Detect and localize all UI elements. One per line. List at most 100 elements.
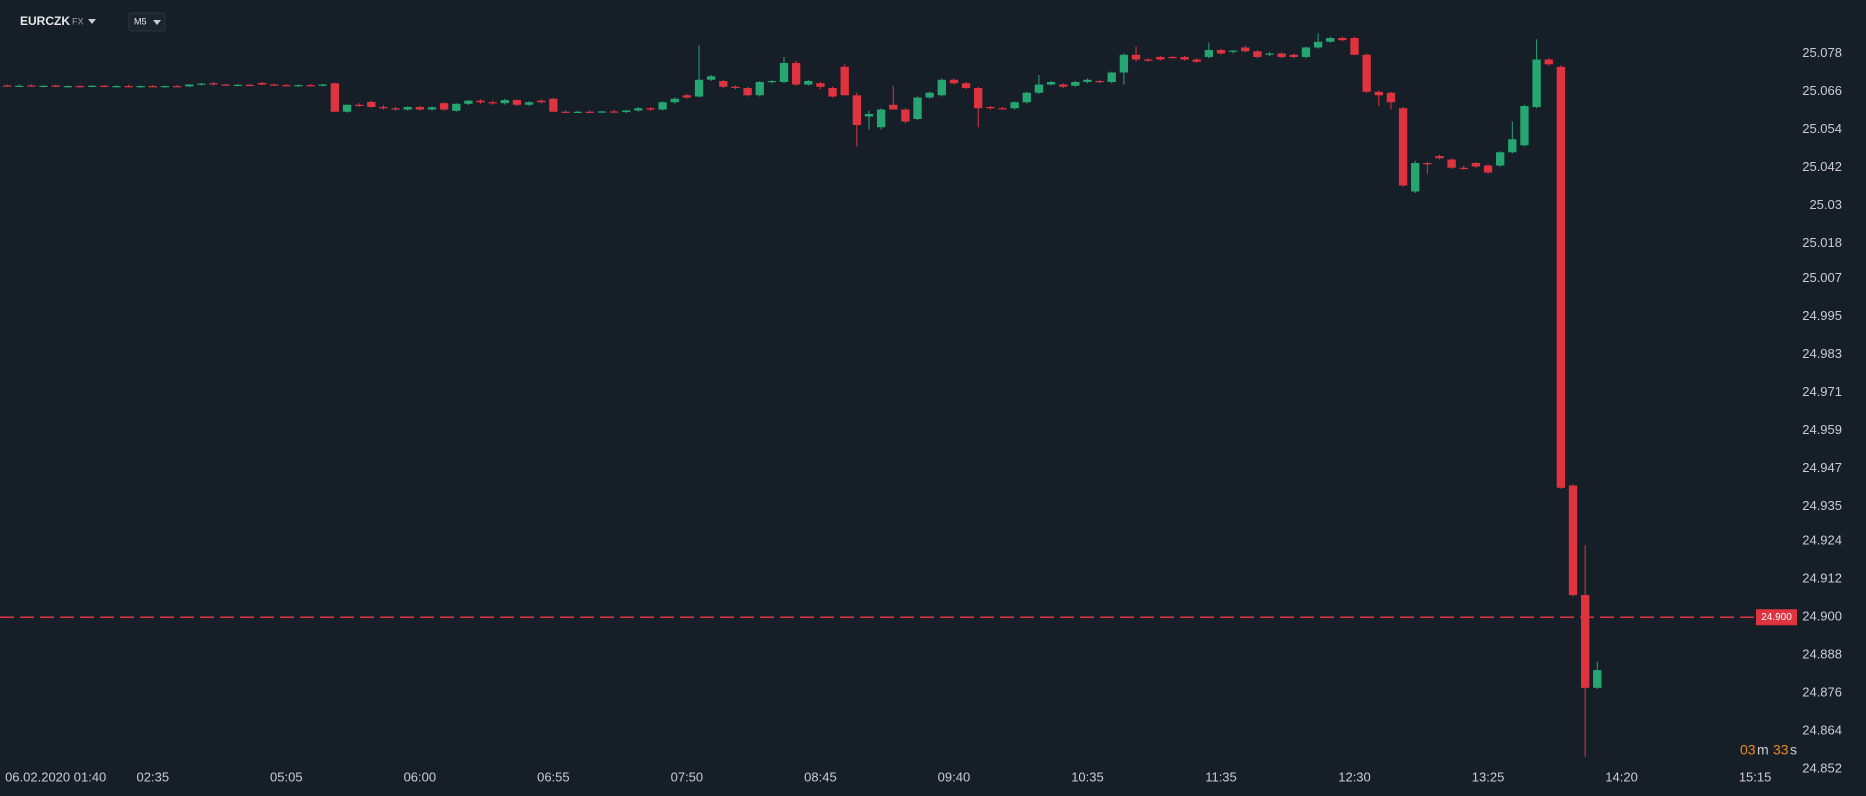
y-tick-label: 24.864 [1802,723,1842,738]
countdown-unit: m [1757,742,1769,758]
y-tick-label: 25.042 [1802,159,1842,174]
y-tick-label: 25.066 [1802,83,1842,98]
candle-body [1411,163,1420,192]
x-tick-label: 12:30 [1338,769,1371,784]
candle-body [1447,159,1456,168]
candle-body [1046,81,1056,85]
y-tick-label: 24.876 [1802,685,1842,700]
candle-body [1483,165,1493,173]
candle-body [682,95,692,98]
candle-body [1107,72,1116,82]
candle-body [864,113,874,117]
candle-body [1398,108,1408,186]
candle-body [949,79,959,84]
candle-body [488,102,497,104]
y-tick-label: 24.888 [1802,647,1842,662]
x-tick-label: 13:25 [1472,769,1505,784]
candle-body [1289,54,1298,57]
candle-body [1362,54,1371,92]
candle-body [172,86,182,88]
candle-body [816,83,825,87]
candle-body [476,100,485,103]
candle-body [561,111,570,113]
candle-body [75,86,85,88]
y-tick-label: 24.935 [1802,498,1842,513]
candle-body [306,85,315,87]
timeframe-button[interactable] [128,12,166,32]
candle-body [658,102,667,110]
candle-body [1034,84,1044,93]
candle-body [1277,53,1286,57]
candle-body [828,87,837,97]
candle-body [634,108,643,111]
y-tick-label: 24.947 [1802,460,1842,475]
candle-body [804,81,813,85]
candle-body [63,86,72,88]
candle-body [622,110,631,113]
candle-body [1520,106,1529,146]
candle-body [1496,152,1505,166]
candle-body [1022,92,1031,103]
candle-body [876,109,886,128]
y-tick-label: 24.971 [1802,384,1842,399]
candle-body [1192,59,1201,62]
candle-body [1071,81,1080,86]
candle-body [124,86,133,88]
candle-body [694,79,704,97]
candle-body [585,111,594,113]
candle-body [136,86,145,88]
candle-body [148,86,157,88]
candle-body [342,104,352,112]
candle-body [852,95,862,126]
candle-body [707,76,716,80]
candle-body [925,92,934,98]
x-tick-label: 05:05 [270,769,303,784]
symbol[interactable]: EURCZK [20,14,70,28]
candle-body [1241,47,1250,52]
candle-body [1010,102,1019,109]
market[interactable]: FX [72,16,84,26]
countdown-minutes: 03 [1740,742,1756,758]
candle-body [731,86,740,88]
candle-body [1593,670,1602,688]
candle-body [743,87,752,96]
candle-body [791,62,801,85]
candle-body [452,103,461,111]
candle-body [974,87,983,109]
x-tick-label: 02:35 [137,769,170,784]
candle-body [1313,41,1323,48]
candle-body [27,85,36,87]
candle-body [1556,66,1566,488]
candle-body [39,85,48,87]
candle-body [100,85,109,87]
candle-body [112,86,121,88]
candle-body [1423,163,1432,165]
dropdown-arrow[interactable] [88,19,96,24]
countdown-seconds: 33 [1773,742,1789,758]
y-tick-label: 25.03 [1809,197,1842,212]
candle-body [646,108,655,110]
dropdown-arrow[interactable] [153,20,161,25]
candle-body [512,100,522,105]
candle-body [1119,54,1129,73]
candle-body [391,108,400,110]
candle-body [403,106,412,110]
candle-body [719,81,728,87]
x-tick-label: 11:35 [1205,769,1237,784]
candle-body [1204,50,1214,57]
candle-body [379,106,388,109]
timeframe[interactable]: M5 [134,16,147,26]
candle-body [549,98,558,112]
candle-body [524,102,534,105]
candle-body [415,106,425,110]
candle-body [901,109,910,122]
candle-body [1568,485,1578,596]
candle-body [1435,156,1444,159]
candle-body [282,85,291,87]
candle-body [1095,81,1104,83]
candle-body [1338,37,1347,41]
countdown: 03 m 33 s [1740,742,1797,758]
x-tick-label: 09:40 [938,769,971,784]
candle-body [500,100,509,104]
